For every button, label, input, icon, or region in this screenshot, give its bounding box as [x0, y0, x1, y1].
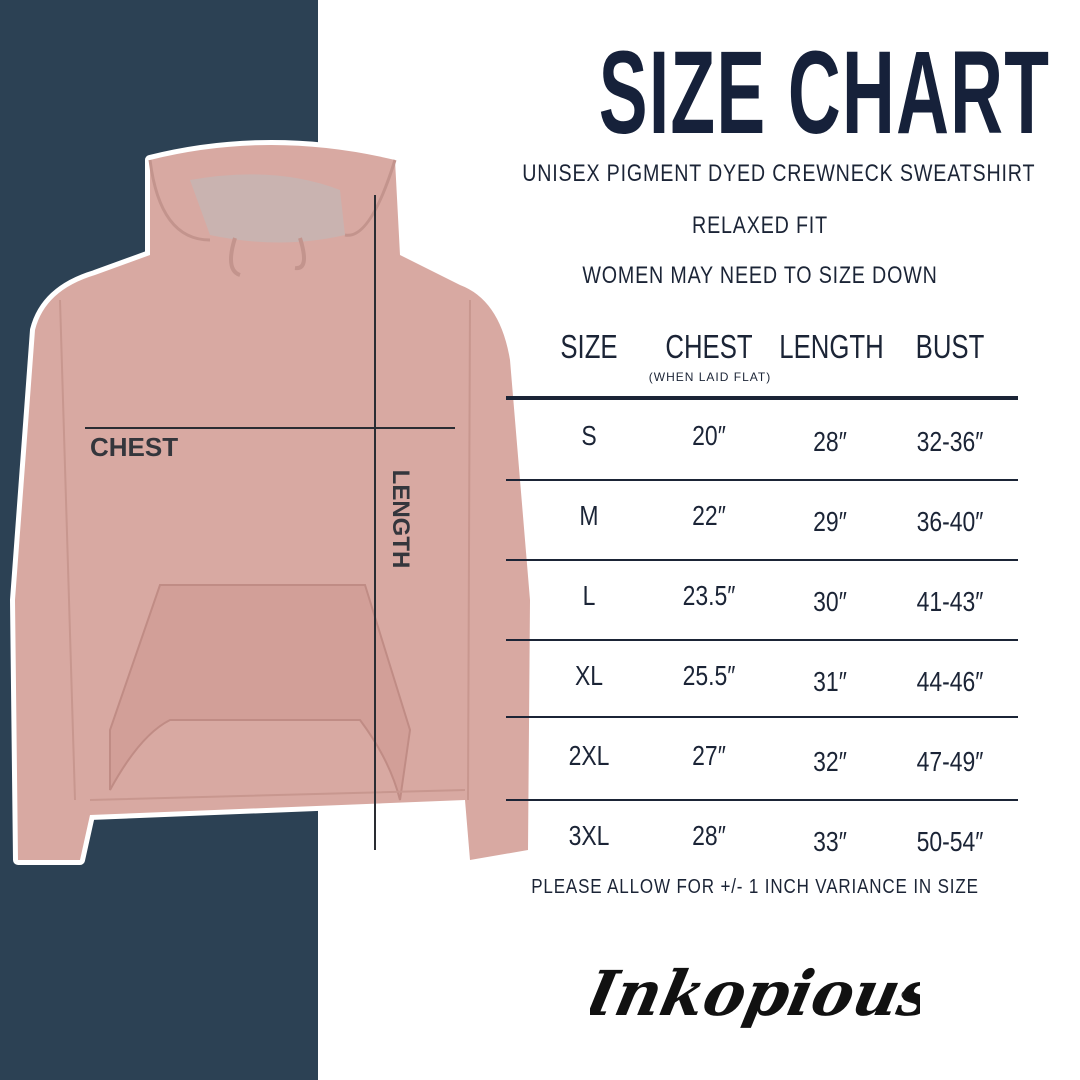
fit-subtitle: RELAXED FIT	[692, 212, 828, 239]
svg-text:Inkopious: Inkopious	[590, 957, 920, 1030]
size-cell: M	[579, 500, 599, 531]
length-label: LENGTH	[387, 469, 414, 569]
header-bust: BUST	[915, 328, 985, 365]
page-title: SIZE CHART	[598, 27, 1051, 159]
header-chest: CHEST	[665, 328, 753, 365]
chest-cell: 23.5″	[682, 580, 736, 611]
bust-cell: 32-36″	[916, 426, 984, 457]
chest-cell: 28″	[692, 820, 726, 851]
chest-note: (WHEN LAID FLAT)	[648, 370, 772, 384]
length-cell: 31″	[813, 666, 847, 697]
row-divider	[506, 479, 1018, 481]
hoodie-photo	[10, 140, 535, 865]
chest-cell: 25.5″	[682, 660, 736, 691]
product-subtitle: UNISEX PIGMENT DYED CREWNECK SWEATSHIRT	[522, 160, 1036, 187]
length-cell: 28″	[813, 426, 847, 457]
row-divider	[506, 799, 1018, 801]
inkopious-logo: Inkopious	[590, 957, 920, 1030]
length-cell: 30″	[813, 586, 847, 617]
bust-cell: 50-54″	[916, 826, 984, 857]
chest-label: CHEST	[90, 432, 179, 462]
size-cell: 3XL	[568, 820, 610, 851]
bust-cell: 44-46″	[916, 666, 984, 697]
chest-cell: 20″	[692, 420, 726, 451]
length-cell: 33″	[813, 826, 847, 857]
chest-cell: 22″	[692, 500, 726, 531]
row-divider	[506, 559, 1018, 561]
size-cell: L	[582, 580, 596, 611]
row-divider	[506, 716, 1018, 718]
size-cell: 2XL	[568, 740, 610, 771]
size-cell: XL	[574, 660, 604, 691]
chest-cell: 27″	[692, 740, 726, 771]
row-divider	[506, 639, 1018, 641]
header-divider	[506, 396, 1018, 400]
sizing-note: WOMEN MAY NEED TO SIZE DOWN	[582, 262, 938, 289]
bust-cell: 41-43″	[916, 586, 984, 617]
bust-cell: 47-49″	[916, 746, 984, 777]
header-length: LENGTH	[779, 328, 884, 365]
bust-cell: 36-40″	[916, 506, 984, 537]
header-size: SIZE	[560, 328, 618, 365]
variance-note: PLEASE ALLOW FOR +/- 1 INCH VARIANCE IN …	[531, 876, 979, 898]
length-cell: 29″	[813, 506, 847, 537]
length-cell: 32″	[813, 746, 847, 777]
size-cell: S	[581, 420, 597, 451]
